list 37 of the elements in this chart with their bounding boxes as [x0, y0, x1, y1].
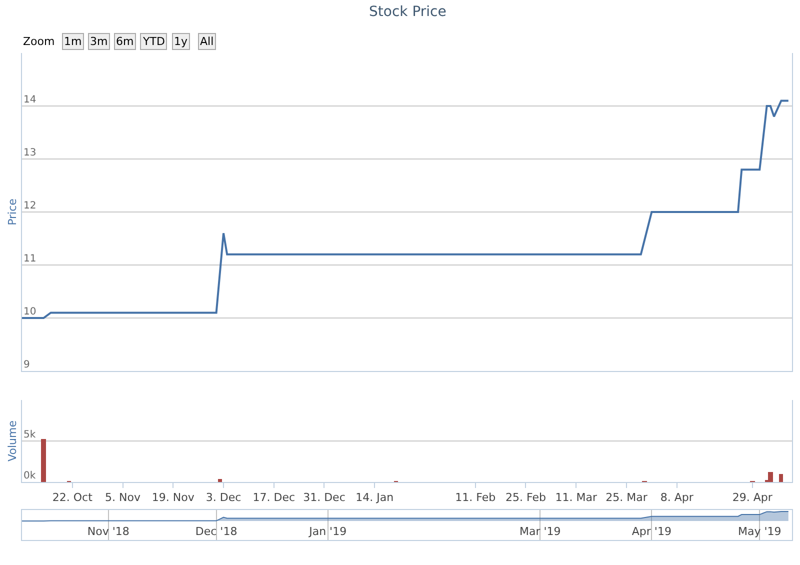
x-tick-label: 8. Apr [660, 491, 694, 504]
x-tick-label: Nov '18 [87, 525, 130, 538]
y-tick-label: 10 [24, 306, 36, 318]
y-tick-label: 12 [24, 200, 36, 212]
x-tick-label: Apr '19 [632, 525, 672, 538]
text: Zoom [23, 35, 55, 48]
x-tick-label: 11. Mar [555, 491, 598, 504]
text: 1m [64, 35, 82, 48]
x-tick-label: 3. Dec [206, 491, 242, 504]
y-axis-title: Price [6, 198, 20, 226]
y-tick-label: 9 [24, 360, 30, 370]
text: All [200, 35, 214, 48]
x-tick-label: 22. Oct [52, 491, 94, 504]
chart-title: Stock Price [369, 4, 446, 20]
x-tick-label: Mar '19 [519, 525, 561, 538]
x-tick-label: 19. Nov [152, 491, 195, 504]
x-tick-label: 11. Feb [455, 491, 496, 504]
x-tick-label: 14. Jan [356, 491, 394, 504]
x-tick-label: 17. Dec [252, 491, 296, 504]
y-tick-label: 11 [24, 254, 36, 264]
y-tick-label: 0k [24, 470, 36, 482]
x-tick-label: 5. Nov [105, 491, 141, 504]
x-tick-label: 31. Dec [303, 491, 346, 504]
text: 3m [90, 35, 108, 48]
y-tick-label: 5k [24, 430, 36, 440]
x-tick-label: May '19 [738, 525, 782, 538]
y-tick-label: 13 [24, 148, 36, 158]
y-axis-title: Volume [6, 420, 20, 462]
y-tick-label: 14 [24, 94, 36, 106]
text: 6m [116, 35, 134, 48]
x-tick-label: Dec '18 [195, 525, 238, 538]
x-tick-label: 25. Mar [606, 491, 648, 504]
x-tick-label: Jan '19 [308, 525, 347, 538]
x-tick-label: 29. Apr [732, 491, 773, 504]
x-tick-label: 25. Feb [506, 491, 546, 504]
text: YTD [142, 35, 165, 48]
text: 1y [174, 35, 188, 48]
